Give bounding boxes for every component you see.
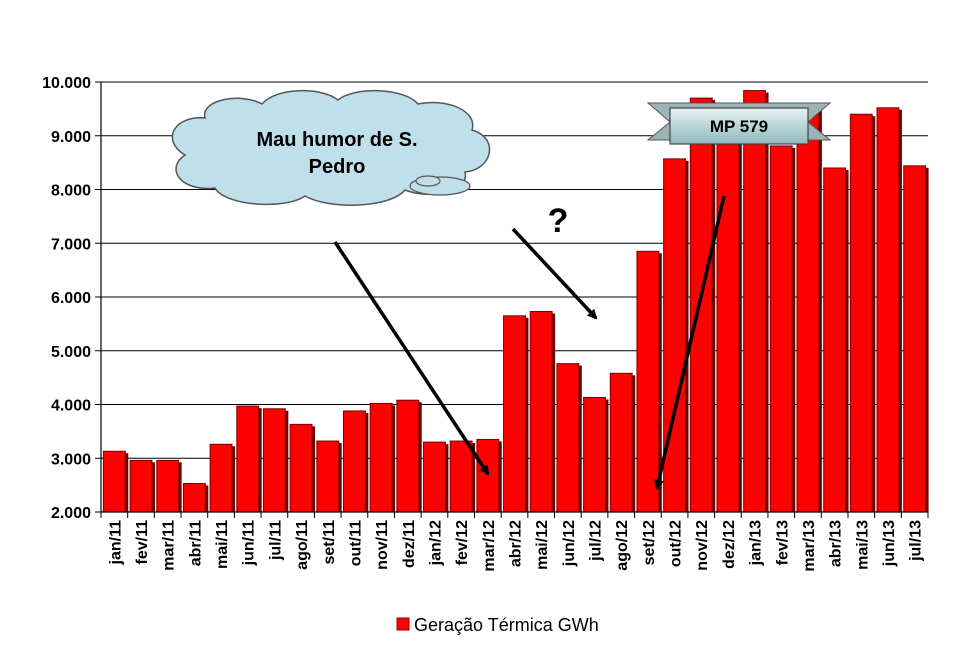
arrow-question-to-jul12 <box>511 227 598 320</box>
x-tick-label: jan/11 <box>107 520 124 566</box>
bar <box>476 438 500 513</box>
x-tick-label: out/11 <box>347 520 364 566</box>
x-tick-label: dez/12 <box>721 520 738 569</box>
bar <box>129 459 153 513</box>
x-tick-label: jun/13 <box>881 520 898 567</box>
bar <box>423 441 446 513</box>
bar-series <box>102 90 929 513</box>
x-tick-label: mar/12 <box>481 520 498 572</box>
bar <box>689 97 713 513</box>
bar <box>556 363 580 513</box>
x-tick-label: nov/11 <box>374 520 391 570</box>
y-tick-label: 9.000 <box>51 129 91 146</box>
x-tick-label: jan/13 <box>748 520 765 566</box>
x-axis: jan/11 fev/11 mar/11 abr/11 mai/11 jun/11 jul/… <box>100 511 929 572</box>
question-mark: ? <box>548 202 569 240</box>
y-axis: 2.000 3.000 4.000 5.000 6.000 7.000 8.000 9.000… <box>42 75 102 522</box>
x-tick-label: out/12 <box>668 520 685 567</box>
y-tick-label: 7.000 <box>51 236 91 253</box>
bar <box>236 405 260 513</box>
cloud-text-line2: Pedro <box>309 156 366 178</box>
x-tick-label: set/12 <box>641 520 658 565</box>
x-tick-label: jun/11 <box>241 520 258 566</box>
x-tick-label: mar/11 <box>161 520 178 571</box>
bar <box>716 105 740 513</box>
bar <box>182 483 206 513</box>
bar <box>663 158 687 513</box>
bar <box>529 311 553 513</box>
y-tick-label: 10.000 <box>42 75 91 92</box>
x-tick-label: jul/12 <box>588 520 605 562</box>
y-tick-label: 8.000 <box>51 183 91 200</box>
y-tick-label: 5.000 <box>51 344 91 361</box>
banner-text: MP 579 <box>710 117 768 136</box>
x-tick-label: fev/13 <box>774 520 791 565</box>
x-tick-label: dez/11 <box>401 520 418 568</box>
bar <box>396 399 420 513</box>
bar <box>102 450 126 513</box>
x-tick-label: mai/11 <box>214 520 231 569</box>
cloud-text-line1: Mau humor de S. <box>256 129 417 151</box>
cloud-callout: Mau humor de S. Pedro <box>171 90 491 206</box>
bar <box>636 250 660 513</box>
y-tick-label: 4.000 <box>51 398 91 415</box>
x-tick-label: mar/13 <box>801 520 818 572</box>
legend-swatch <box>396 617 410 631</box>
bar <box>743 90 767 513</box>
bar <box>369 402 393 513</box>
x-tick-label: fev/12 <box>454 520 471 565</box>
x-tick-label: jun/12 <box>561 520 578 567</box>
y-tick-label: 3.000 <box>51 451 91 468</box>
x-tick-label: jul/13 <box>908 520 925 562</box>
bar <box>209 443 233 513</box>
bar <box>796 103 820 513</box>
arrow-cloud-to-mar12 <box>333 241 490 476</box>
x-tick-label: mai/12 <box>534 520 551 570</box>
x-tick-label: abr/13 <box>828 520 845 567</box>
cloud-shape <box>171 90 491 206</box>
x-tick-label: mai/13 <box>854 520 871 570</box>
bar <box>769 145 793 513</box>
bar <box>583 397 606 513</box>
bar <box>876 107 900 513</box>
bar <box>449 440 473 513</box>
bar <box>849 113 873 513</box>
bar <box>342 410 366 513</box>
bar <box>156 459 180 513</box>
bar <box>503 315 526 513</box>
y-tick-label: 2.000 <box>51 505 91 522</box>
banner-box <box>669 107 809 145</box>
legend-label: Geração Térmica GWh <box>414 615 599 635</box>
x-tick-label: jan/12 <box>427 520 444 566</box>
legend: Geração Térmica GWh <box>396 615 599 635</box>
cloud-puff-small <box>415 175 441 187</box>
x-tick-label: ago/12 <box>614 520 631 571</box>
bar <box>903 165 927 513</box>
bar <box>289 423 313 513</box>
arrow-mp579-to-set12 <box>653 195 726 490</box>
bar <box>823 167 847 513</box>
bar <box>609 372 633 513</box>
x-tick-label: abr/11 <box>187 520 204 566</box>
mp579-banner: MP 579 <box>646 102 832 145</box>
bar <box>316 440 340 513</box>
x-tick-label: set/11 <box>321 520 338 565</box>
x-tick-label: fev/11 <box>134 520 151 565</box>
x-tick-label: abr/12 <box>508 520 525 567</box>
x-tick-label: nov/12 <box>694 520 711 571</box>
x-tick-label: jul/11 <box>267 520 284 561</box>
bar <box>262 408 286 513</box>
y-tick-label: 6.000 <box>51 290 91 307</box>
x-tick-label: ago/11 <box>294 520 311 570</box>
